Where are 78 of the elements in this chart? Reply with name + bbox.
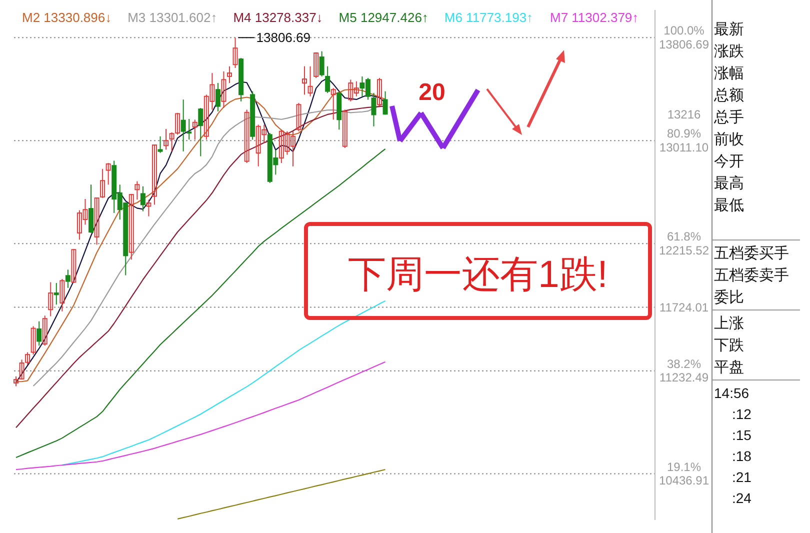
candlestick (215, 82, 220, 112)
candlestick (65, 269, 70, 288)
text: 前收 (714, 131, 744, 148)
annotation: 下周一还有1跌! (348, 254, 608, 296)
candlestick (152, 144, 157, 206)
candlestick (71, 248, 76, 284)
text: 平盘 (714, 359, 744, 376)
y-tick-label: 61.8% 12215.52 (658, 230, 710, 258)
text: 下跌 (714, 337, 744, 354)
candlestick (60, 278, 65, 312)
text: 总额 (713, 87, 744, 104)
candlestick (314, 52, 319, 78)
candlestick (54, 282, 59, 306)
y-tick-label: 19.1% 10436.91 (658, 460, 710, 488)
candlestick (296, 102, 302, 132)
annotation: 13806.69 (256, 30, 310, 46)
text: M2 13330.896↓ (22, 10, 112, 25)
text: 最新 (714, 21, 744, 38)
line-series (62, 300, 386, 466)
text: :15 (732, 427, 752, 443)
candlestick (128, 193, 134, 260)
candlestick (48, 282, 54, 317)
text: 最高 (714, 175, 744, 192)
line-series (177, 468, 386, 520)
candlestick (319, 50, 324, 77)
candlestick (325, 66, 330, 94)
candlestick (164, 128, 169, 150)
text: :24 (732, 490, 752, 506)
text: M5 12947.426↑ (338, 10, 428, 25)
text: 14:56 (714, 385, 750, 401)
text: 涨跌 (714, 43, 744, 60)
candlestick (330, 88, 336, 120)
text: :21 (732, 469, 752, 485)
candlestick (371, 92, 376, 127)
candlestick (88, 184, 94, 234)
line-series (15, 148, 386, 458)
candlestick (244, 109, 250, 164)
candlestick (226, 66, 232, 84)
y-tick-label: 13216 (667, 107, 702, 122)
candlestick (42, 315, 48, 346)
text: 今开 (714, 153, 744, 170)
candlestick (94, 197, 100, 246)
text: 委比 (714, 289, 744, 306)
candlestick (30, 326, 36, 356)
text: M4 13278.337↓ (233, 10, 323, 25)
text: 最低 (714, 197, 744, 214)
text: M6 11773.193↑ (444, 10, 534, 25)
text: 五档委卖手 (714, 267, 789, 284)
candlestick (192, 119, 198, 140)
candlestick (100, 168, 106, 198)
candlestick (36, 320, 42, 346)
text: :12 (732, 406, 752, 422)
text: M3 13301.602↑ (128, 10, 218, 25)
line-series (15, 361, 386, 470)
candlestick (140, 186, 146, 212)
candlestick (308, 66, 313, 97)
text: 涨幅 (714, 65, 744, 82)
candlestick (382, 90, 388, 116)
candlestick (377, 77, 382, 107)
candlestick (221, 70, 226, 108)
text: 五档委买手 (714, 245, 789, 262)
candlestick (146, 199, 152, 217)
text: 上涨 (714, 315, 744, 332)
y-tick-label: 80.9% 13011.10 (659, 126, 709, 154)
y-tick-label: 38.2% 11232.49 (659, 356, 709, 385)
candlestick (198, 107, 204, 157)
candlestick (342, 109, 348, 148)
text: M7 11302.379↑ (550, 10, 639, 25)
y-tick-label: 11724.01 (659, 300, 709, 314)
candlestick (134, 180, 140, 200)
text: 20 (418, 79, 446, 106)
candlestick (232, 37, 238, 68)
candlestick (106, 162, 111, 186)
text: 总手 (713, 109, 744, 126)
y-tick-label: 100.0% 13806.69 (658, 24, 710, 52)
candlestick (158, 136, 163, 154)
candlestick (302, 66, 307, 96)
text: :18 (732, 448, 752, 464)
